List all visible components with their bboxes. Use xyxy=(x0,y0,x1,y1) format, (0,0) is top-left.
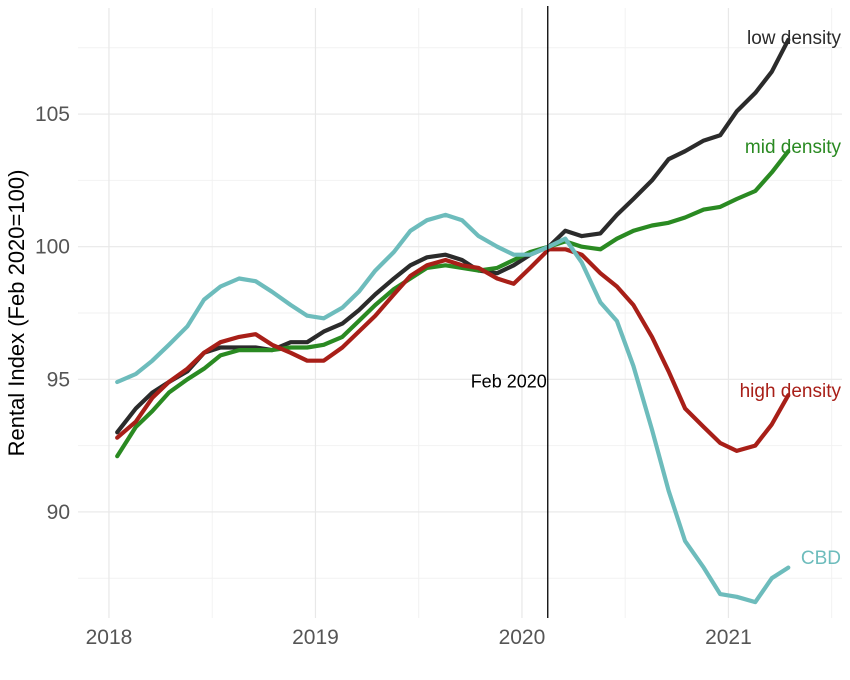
series-label-cbd: CBD xyxy=(801,548,841,569)
y-tick-label: 95 xyxy=(47,368,70,391)
y-tick-label: 100 xyxy=(35,236,70,259)
x-tick-label: 2018 xyxy=(86,626,133,649)
feb-2020-annotation-label: Feb 2020 xyxy=(471,371,547,391)
x-tick-label: 2019 xyxy=(292,626,339,649)
x-tick-label: 2020 xyxy=(499,626,546,649)
series-line-low-density xyxy=(115,37,791,435)
series-line-high-density xyxy=(115,247,791,453)
series-labels: low density mid density high density CBD xyxy=(740,28,842,569)
series-lines xyxy=(115,37,791,605)
y-axis-tick-labels: 90 95 100 105 xyxy=(35,103,70,524)
series-line-mid-density xyxy=(115,149,791,459)
x-axis-tick-labels: 2018 2019 2020 2021 xyxy=(86,626,752,649)
grid-major xyxy=(78,8,842,618)
series-label-mid-density: mid density xyxy=(745,137,842,158)
series-label-low-density: low density xyxy=(747,28,841,49)
y-tick-label: 105 xyxy=(35,103,70,126)
y-axis-label: Rental Index (Feb 2020=100) xyxy=(4,170,29,457)
series-line-cbd xyxy=(115,212,791,605)
y-tick-label: 90 xyxy=(47,501,70,524)
series-label-high-density: high density xyxy=(740,381,842,402)
grid-minor xyxy=(78,8,842,618)
x-tick-label: 2021 xyxy=(705,626,752,649)
